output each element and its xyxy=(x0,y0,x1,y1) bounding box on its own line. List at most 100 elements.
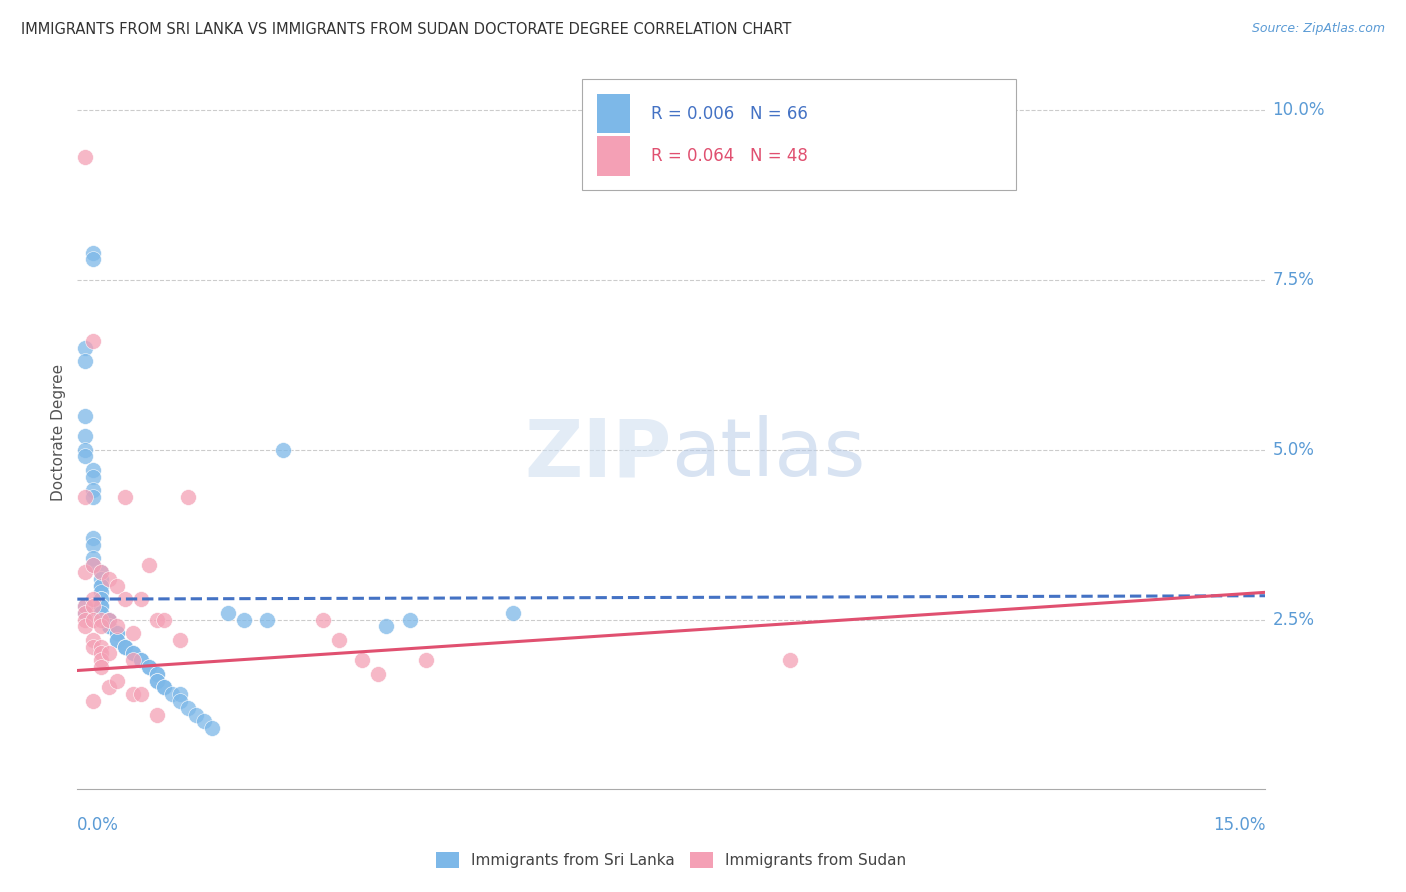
FancyBboxPatch shape xyxy=(582,79,1017,190)
Point xyxy=(114,640,136,654)
Point xyxy=(129,687,152,701)
Point xyxy=(217,606,239,620)
Point xyxy=(399,613,422,627)
Point xyxy=(90,572,112,586)
Point xyxy=(145,673,167,688)
Point xyxy=(129,653,152,667)
Point xyxy=(98,619,121,633)
Point xyxy=(114,592,136,607)
Point xyxy=(75,442,97,457)
Point xyxy=(114,490,136,504)
Point xyxy=(145,613,167,627)
Point xyxy=(375,619,398,633)
Point xyxy=(82,252,104,267)
Point xyxy=(114,640,136,654)
Point xyxy=(312,613,335,627)
Point xyxy=(82,470,104,484)
Legend: Immigrants from Sri Lanka, Immigrants from Sudan: Immigrants from Sri Lanka, Immigrants fr… xyxy=(430,847,912,874)
Point xyxy=(82,632,104,647)
Point xyxy=(90,653,112,667)
Point xyxy=(90,599,112,613)
Point xyxy=(121,626,143,640)
Point xyxy=(75,409,97,423)
Point xyxy=(186,707,208,722)
Point xyxy=(256,613,278,627)
Point xyxy=(145,707,167,722)
Point xyxy=(105,626,128,640)
Point xyxy=(75,606,97,620)
Point xyxy=(145,673,167,688)
Point xyxy=(328,632,350,647)
Bar xyxy=(596,136,630,176)
Point xyxy=(90,592,112,607)
Point xyxy=(82,640,104,654)
Point xyxy=(105,626,128,640)
Point xyxy=(145,666,167,681)
Point xyxy=(75,354,97,368)
Point xyxy=(98,613,121,627)
Point xyxy=(169,632,191,647)
Point xyxy=(98,647,121,661)
Point xyxy=(90,606,112,620)
Point xyxy=(232,613,254,627)
Point xyxy=(90,585,112,599)
Text: IMMIGRANTS FROM SRI LANKA VS IMMIGRANTS FROM SUDAN DOCTORATE DEGREE CORRELATION : IMMIGRANTS FROM SRI LANKA VS IMMIGRANTS … xyxy=(21,22,792,37)
Point xyxy=(193,714,215,729)
Point xyxy=(138,660,160,674)
Point xyxy=(90,613,112,627)
Text: 10.0%: 10.0% xyxy=(1272,101,1324,119)
Point xyxy=(153,613,176,627)
Point xyxy=(82,490,104,504)
Point xyxy=(75,429,97,443)
Text: Source: ZipAtlas.com: Source: ZipAtlas.com xyxy=(1251,22,1385,36)
Point xyxy=(367,666,389,681)
Point xyxy=(779,653,801,667)
Point xyxy=(121,647,143,661)
Point xyxy=(105,673,128,688)
Point xyxy=(129,592,152,607)
Text: ZIP: ZIP xyxy=(524,415,672,493)
Point xyxy=(75,606,97,620)
Point xyxy=(121,687,143,701)
Point xyxy=(177,701,200,715)
Point xyxy=(201,721,224,735)
Point xyxy=(98,619,121,633)
Point xyxy=(169,687,191,701)
Point xyxy=(75,619,97,633)
Point xyxy=(82,592,104,607)
Point xyxy=(82,463,104,477)
Text: R = 0.006   N = 66: R = 0.006 N = 66 xyxy=(651,104,808,122)
Point xyxy=(121,653,143,667)
Point xyxy=(90,565,112,579)
Point xyxy=(153,681,176,695)
Point xyxy=(82,245,104,260)
Point xyxy=(98,572,121,586)
Point xyxy=(82,694,104,708)
Point xyxy=(82,334,104,348)
Point xyxy=(82,531,104,545)
Point xyxy=(75,599,97,613)
Point xyxy=(90,578,112,592)
Text: 5.0%: 5.0% xyxy=(1272,441,1315,458)
Point xyxy=(145,666,167,681)
Text: 7.5%: 7.5% xyxy=(1272,270,1315,289)
Y-axis label: Doctorate Degree: Doctorate Degree xyxy=(51,364,66,501)
Point xyxy=(153,681,176,695)
Point xyxy=(105,632,128,647)
Point xyxy=(169,694,191,708)
Point xyxy=(271,442,294,457)
Point xyxy=(75,613,97,627)
Text: 0.0%: 0.0% xyxy=(77,816,120,834)
Point xyxy=(82,558,104,573)
Text: 2.5%: 2.5% xyxy=(1272,610,1315,629)
Point xyxy=(82,551,104,566)
Point xyxy=(98,613,121,627)
Point xyxy=(75,490,97,504)
Point xyxy=(129,653,152,667)
Point xyxy=(98,613,121,627)
Point xyxy=(90,592,112,607)
Point xyxy=(138,660,160,674)
Point xyxy=(98,681,121,695)
Text: 15.0%: 15.0% xyxy=(1213,816,1265,834)
Point xyxy=(75,565,97,579)
